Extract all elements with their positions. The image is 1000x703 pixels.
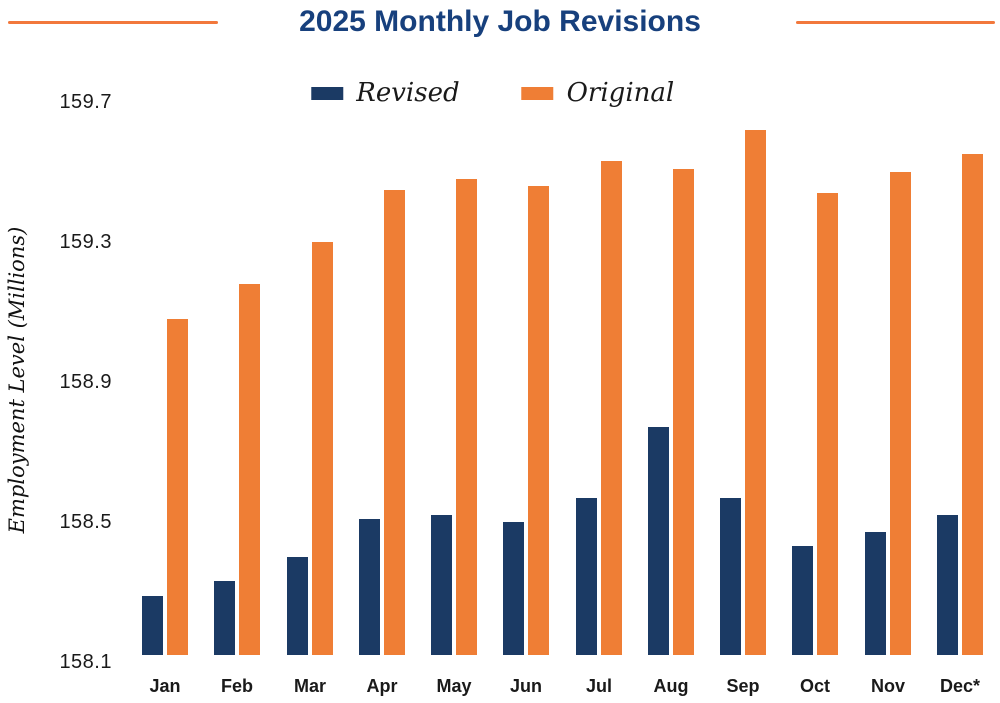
- x-axis-label-Jun: Jun: [509, 676, 542, 696]
- x-axis-label-Mar: Mar: [293, 676, 326, 696]
- bar-revised-May: [431, 515, 452, 655]
- title-rule-right-decoration: [796, 21, 995, 24]
- revised-series-label: Revised: [356, 78, 460, 108]
- y-tick-label: 158.5: [59, 511, 112, 533]
- x-axis-label-Dec: Dec*: [939, 676, 981, 696]
- x-axis-label-Jul: Jul: [585, 676, 612, 696]
- bar-revised-Jul: [576, 498, 597, 655]
- y-tick-label: 159.3: [59, 231, 112, 253]
- original-series-swatch: [521, 86, 554, 100]
- legend: Revised Original: [311, 80, 674, 106]
- bar-original-Nov: [890, 172, 911, 655]
- x-axis-label-Oct: Oct: [799, 676, 830, 696]
- bar-revised-Mar: [287, 557, 308, 655]
- bar-original-Mar: [312, 242, 333, 655]
- bar-original-Feb: [239, 284, 260, 655]
- bar-original-Dec: [962, 154, 983, 655]
- bar-revised-Oct: [792, 546, 813, 655]
- y-tick-label: 158.9: [59, 371, 112, 393]
- x-axis-label-Nov: Nov: [870, 676, 905, 696]
- x-axis-label-May: May: [436, 676, 472, 696]
- bar-original-Oct: [817, 193, 838, 655]
- chart-title: 2025 Monthly Job Revisions: [299, 5, 701, 38]
- y-tick-label: 158.1: [59, 651, 112, 673]
- bar-revised-Nov: [865, 532, 886, 655]
- bar-original-Aug: [673, 169, 694, 655]
- bar-original-Apr: [384, 190, 405, 655]
- legend-item-original: Original: [521, 78, 675, 108]
- bar-revised-Jun: [503, 522, 524, 655]
- bar-original-Jan: [167, 319, 188, 655]
- bar-original-Sep: [745, 130, 766, 655]
- x-axis-label-Feb: Feb: [220, 676, 253, 696]
- bar-original-May: [456, 179, 477, 655]
- bar-original-Jun: [528, 186, 549, 655]
- bar-revised-Jan: [142, 596, 163, 655]
- bar-original-Jul: [601, 161, 622, 655]
- original-series-label: Original: [566, 78, 675, 108]
- title-rule-left-decoration: [8, 21, 218, 24]
- legend-item-revised: Revised: [311, 78, 460, 108]
- bar-revised-Apr: [359, 519, 380, 655]
- bar-revised-Feb: [214, 581, 235, 655]
- bar-revised-Aug: [648, 427, 669, 655]
- x-axis-label-Jan: Jan: [149, 676, 181, 696]
- x-axis-label-Sep: Sep: [726, 676, 760, 696]
- x-axis-label-Aug: Aug: [653, 676, 689, 696]
- revised-series-swatch: [311, 86, 344, 100]
- y-tick-label: 159.7: [59, 91, 112, 113]
- bar-revised-Sep: [720, 498, 741, 655]
- bar-revised-Dec: [937, 515, 958, 655]
- x-axis-label-Apr: Apr: [366, 676, 398, 696]
